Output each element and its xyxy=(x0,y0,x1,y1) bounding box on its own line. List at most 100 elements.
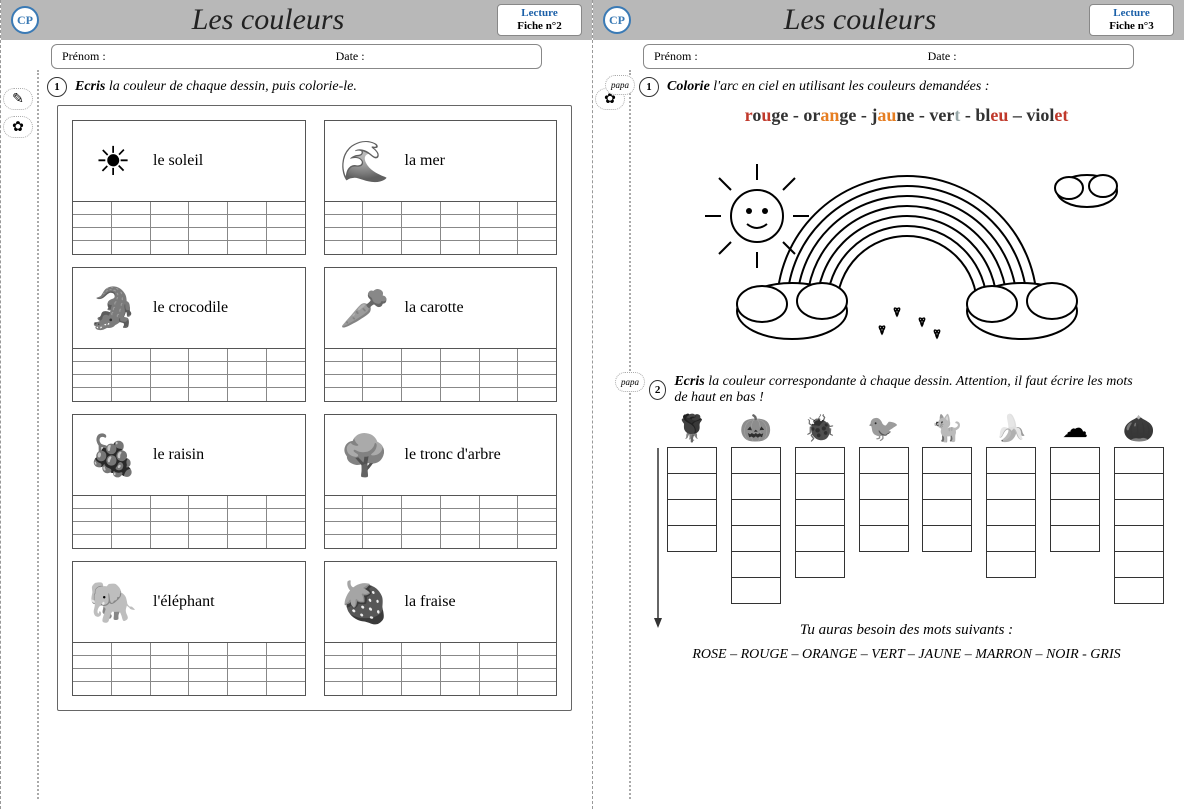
letter-cell[interactable] xyxy=(795,447,845,474)
writing-grid[interactable] xyxy=(324,349,558,402)
letter-cell[interactable] xyxy=(922,447,972,474)
card: 🍓la fraise xyxy=(324,561,558,696)
letter-cell[interactable] xyxy=(859,499,909,526)
letter-column[interactable] xyxy=(1114,448,1164,604)
papa-icon: papa xyxy=(615,372,645,392)
card-top: 🐘l'éléphant xyxy=(72,561,306,643)
writing-grid[interactable] xyxy=(324,643,558,696)
letter-cell[interactable] xyxy=(1050,473,1100,500)
letter-cell[interactable] xyxy=(859,473,909,500)
letter-cell[interactable] xyxy=(859,525,909,552)
worksheet-title: Les couleurs xyxy=(39,3,497,37)
letter-column[interactable] xyxy=(859,448,909,604)
rainbow-drawing xyxy=(649,136,1164,356)
letter-cell[interactable] xyxy=(795,499,845,526)
letter-column[interactable] xyxy=(1050,448,1100,604)
letter-cell[interactable] xyxy=(922,499,972,526)
vertical-divider xyxy=(37,70,39,799)
worksheet-title: Les couleurs xyxy=(631,3,1089,37)
letter-cell[interactable] xyxy=(667,473,717,500)
papa-icon: papa xyxy=(605,75,635,95)
color-word: violet xyxy=(1026,105,1068,125)
letter-cell[interactable] xyxy=(1114,473,1164,500)
instruction-rest: la couleur de chaque dessin, puis colori… xyxy=(105,79,357,94)
letter-cell[interactable] xyxy=(1114,447,1164,474)
letter-cell[interactable] xyxy=(1114,525,1164,552)
card-illustration: 🐘 xyxy=(73,563,153,641)
instruction-verb: Colorie xyxy=(667,79,710,94)
letter-column[interactable] xyxy=(922,448,972,604)
letter-cell[interactable] xyxy=(859,447,909,474)
letter-cell[interactable] xyxy=(1050,499,1100,526)
letter-cell[interactable] xyxy=(731,577,781,604)
letter-cell[interactable] xyxy=(731,473,781,500)
instruction-text: Ecris la couleur de chaque dessin, puis … xyxy=(75,79,357,95)
card-top: 🐊le crocodile xyxy=(72,267,306,349)
letter-cell[interactable] xyxy=(922,473,972,500)
column-icons-row: 🌹🎃🐞🐦🐈🍌☁🌰 xyxy=(667,414,1164,444)
footer-wordlist: ROSE – ROUGE – ORANGE – VERT – JAUNE – M… xyxy=(649,647,1164,663)
instruction-verb: Ecris xyxy=(75,79,105,94)
lecture-label: Lecture xyxy=(1100,7,1163,20)
card: 🌊la mer xyxy=(324,120,558,255)
cp-badge: CP xyxy=(603,6,631,34)
letter-cell[interactable] xyxy=(667,499,717,526)
letter-cell[interactable] xyxy=(795,525,845,552)
letter-cell[interactable] xyxy=(1114,499,1164,526)
card-top: 🌊la mer xyxy=(324,120,558,202)
card: 🌳le tronc d'arbre xyxy=(324,414,558,549)
card: 🐘l'éléphant xyxy=(72,561,306,696)
letter-column[interactable] xyxy=(731,448,781,604)
letter-column[interactable] xyxy=(667,448,717,604)
letter-cell[interactable] xyxy=(795,551,845,578)
column-icon: 🌰 xyxy=(1114,414,1164,444)
letter-cell[interactable] xyxy=(986,473,1036,500)
letter-cell[interactable] xyxy=(667,525,717,552)
letter-cell[interactable] xyxy=(731,551,781,578)
card-label: le raisin xyxy=(153,446,305,464)
letter-cell[interactable] xyxy=(986,499,1036,526)
writing-grid[interactable] xyxy=(72,349,306,402)
letter-cell[interactable] xyxy=(986,447,1036,474)
letter-cell[interactable] xyxy=(1050,447,1100,474)
writing-grid[interactable] xyxy=(72,643,306,696)
column-icon: 🐈 xyxy=(922,414,972,444)
letter-cell[interactable] xyxy=(731,525,781,552)
letter-cell[interactable] xyxy=(795,473,845,500)
name-date-box: Prénom : Date : xyxy=(51,44,542,69)
letter-cell[interactable] xyxy=(986,551,1036,578)
color-word: rouge xyxy=(745,105,789,125)
letter-column[interactable] xyxy=(986,448,1036,604)
footer-hint: Tu auras besoin des mots suivants : xyxy=(649,622,1164,639)
side-icons: ✎ ✿ xyxy=(3,88,33,144)
letter-cell[interactable] xyxy=(731,499,781,526)
letter-column[interactable] xyxy=(795,448,845,604)
letter-cell[interactable] xyxy=(986,525,1036,552)
writing-grid[interactable] xyxy=(72,202,306,255)
header: CP Les couleurs Lecture Fiche n°3 xyxy=(593,0,1184,40)
cards-grid: ☀le soleil🌊la mer🐊le crocodile🥕la carott… xyxy=(57,105,572,711)
instruction-text: Colorie l'arc en ciel en utilisant les c… xyxy=(667,79,989,95)
letter-cell[interactable] xyxy=(1114,577,1164,604)
color-word: bleu xyxy=(975,105,1008,125)
letter-cell[interactable] xyxy=(731,447,781,474)
writing-grid[interactable] xyxy=(72,496,306,549)
letter-cell[interactable] xyxy=(667,447,717,474)
instruction-verb: Ecris xyxy=(674,374,704,389)
worksheet-fiche-2: CP Les couleurs Lecture Fiche n°2 Prénom… xyxy=(0,0,592,809)
date-label: Date : xyxy=(928,49,1123,64)
writing-grid[interactable] xyxy=(324,202,558,255)
letter-cell[interactable] xyxy=(1050,525,1100,552)
color-words-line: rouge - orange - jaune - vert - bleu – v… xyxy=(649,105,1164,126)
card-illustration: 🌊 xyxy=(325,122,405,200)
exercise-number: 1 xyxy=(47,77,67,97)
card-top: 🍇le raisin xyxy=(72,414,306,496)
name-date-box: Prénom : Date : xyxy=(643,44,1134,69)
card-label: la carotte xyxy=(405,299,557,317)
card-illustration: 🍓 xyxy=(325,563,405,641)
column-icon: 🌹 xyxy=(667,414,717,444)
writing-grid[interactable] xyxy=(324,496,558,549)
exercise-2: papa 2 Ecris la couleur correspondante à… xyxy=(649,374,1164,663)
letter-cell[interactable] xyxy=(1114,551,1164,578)
letter-cell[interactable] xyxy=(922,525,972,552)
